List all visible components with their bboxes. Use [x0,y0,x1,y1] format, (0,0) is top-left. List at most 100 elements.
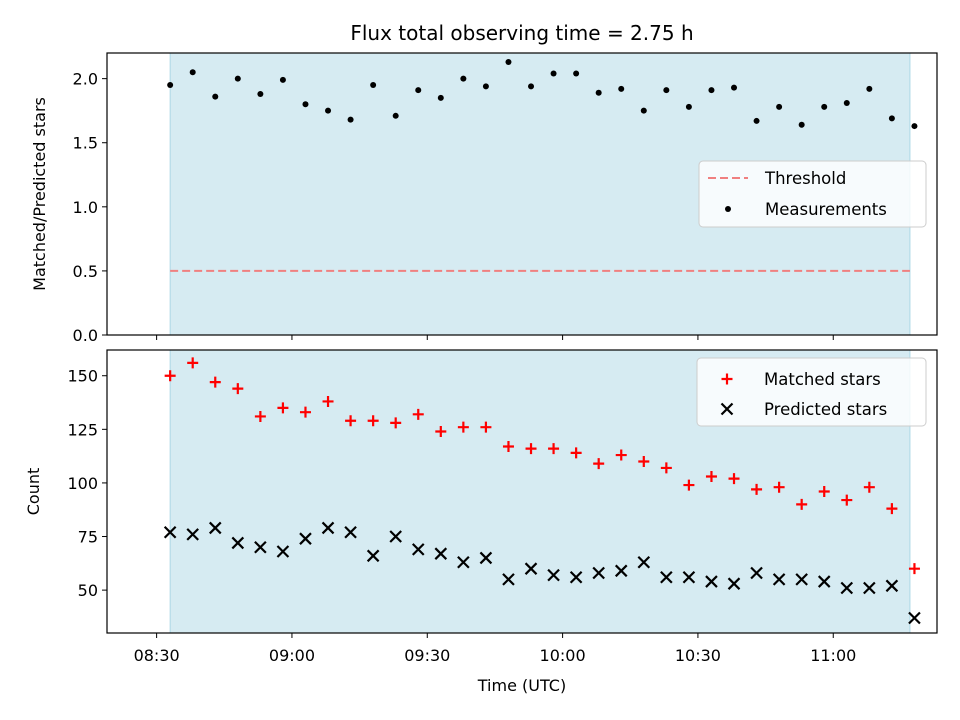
bottom-y-ticks: 50 75 100 125 150 [67,367,107,600]
measurement-point [866,85,873,92]
matched-point [863,481,875,493]
y-tick-label-bottom: 50 [78,581,98,600]
measurement-point [708,87,715,94]
legend-matched-label: Matched stars [764,370,881,389]
top-y-ticks: 0.0 0.5 1.0 1.5 2.0 [73,70,107,345]
x-tick-label: 10:30 [675,646,721,665]
predicted-point [885,579,899,593]
predicted-point [614,564,628,578]
measurement-point [460,75,467,82]
y-tick-label-top: 1.0 [73,198,98,217]
legend-box [698,160,927,228]
measurement-point [212,93,219,100]
predicted-point [908,611,921,625]
x-tick-label: 11:00 [810,646,856,665]
matched-point [390,417,402,429]
matched-point [548,443,560,455]
measurement-point [167,82,174,89]
bottom-x-ticks: 08:30 09:00 09:30 10:00 10:30 11:00 [134,633,856,665]
predicted-point [389,530,402,543]
measurement-point [437,94,444,101]
measurement-point [776,103,783,110]
measurement-point [843,99,850,106]
ratio-panel: 0.00.51.01.52.0 Matched/Predicted stars … [30,52,938,345]
measurement-point [347,116,354,123]
predicted-point [750,566,763,580]
measurement-point [257,91,264,98]
predicted-point [727,577,741,590]
measurement-point [302,101,309,108]
predicted-point [299,532,312,545]
y-tick-label-top: 0.5 [73,262,98,281]
matched-point [367,415,379,427]
matched-point [841,494,853,506]
matched-point [435,425,447,437]
top-axes-frame [106,52,938,336]
matched-point [345,415,357,427]
count-panel: 50 75 100 125 150 08:30 09:00 09:30 10:00 10:30 1… [24,349,938,695]
matched-point [683,479,695,491]
y-tick-label-top: 1.5 [73,134,98,153]
matched-point [908,563,920,575]
measurement-point [550,70,557,77]
matched-point [751,483,763,495]
legend-predicted-label: Predicted stars [764,400,887,419]
x-tick-label: 08:30 [134,646,180,665]
matched-point [660,462,672,474]
measurement-point [685,103,692,110]
predicted-point [411,543,425,556]
matched-point [277,402,289,414]
matched-point [209,376,221,388]
matched-point [705,470,717,482]
predicted-point [366,549,380,563]
y-tick-label-top: 0.0 [73,326,98,345]
predicted-point [660,570,673,584]
measurement-point [618,85,625,92]
predicted-stars-series [163,521,921,625]
measurement-point [731,84,738,91]
top-y-axis-label: Matched/Predicted stars [30,97,49,291]
predicted-point [434,547,448,560]
matched-point [457,421,469,433]
measurement-point [888,115,895,122]
y-tick-label-bottom: 75 [78,528,98,547]
predicted-point [705,575,718,588]
legend-measurements-label: Measurements [765,200,887,219]
top-x-ticks [156,335,834,340]
matched-point [593,458,605,470]
matched-point [728,473,740,485]
measurement-point [234,75,241,82]
matched-point [502,440,514,452]
matched-point [254,410,266,422]
matched-point [570,447,582,459]
chart-title: Flux total observing time = 2.75 h [350,21,693,45]
predicted-point [863,581,876,595]
predicted-point [276,545,290,558]
y-tick-label-bottom: 100 [67,474,98,493]
matched-point [412,408,424,420]
predicted-point [502,573,515,586]
measurement-point [798,121,805,128]
measurement-point [573,70,580,77]
predicted-point [592,566,605,580]
bottom-axes-frame [106,349,938,634]
matched-stars-series [164,357,920,575]
predicted-point [569,570,583,584]
predicted-point [772,573,786,586]
predicted-point [163,525,177,539]
measurement-point [528,83,535,90]
x-tick-label: 10:00 [540,646,586,665]
measurements-series [167,58,918,130]
bottom-y-axis-label: Count [24,468,43,516]
predicted-point [254,540,267,554]
predicted-point [524,562,538,575]
matched-point [886,503,898,515]
matched-point [322,395,334,407]
measurement-point [640,107,647,114]
y-tick-label-bottom: 125 [67,420,98,439]
matched-point [164,370,176,382]
measurement-point [663,87,670,94]
measurement-point [911,123,918,130]
predicted-point [547,568,560,582]
